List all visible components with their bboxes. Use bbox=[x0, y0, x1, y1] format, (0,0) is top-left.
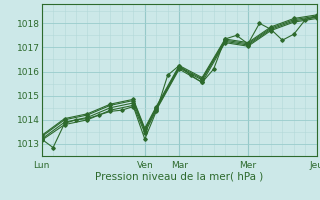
X-axis label: Pression niveau de la mer( hPa ): Pression niveau de la mer( hPa ) bbox=[95, 171, 263, 181]
